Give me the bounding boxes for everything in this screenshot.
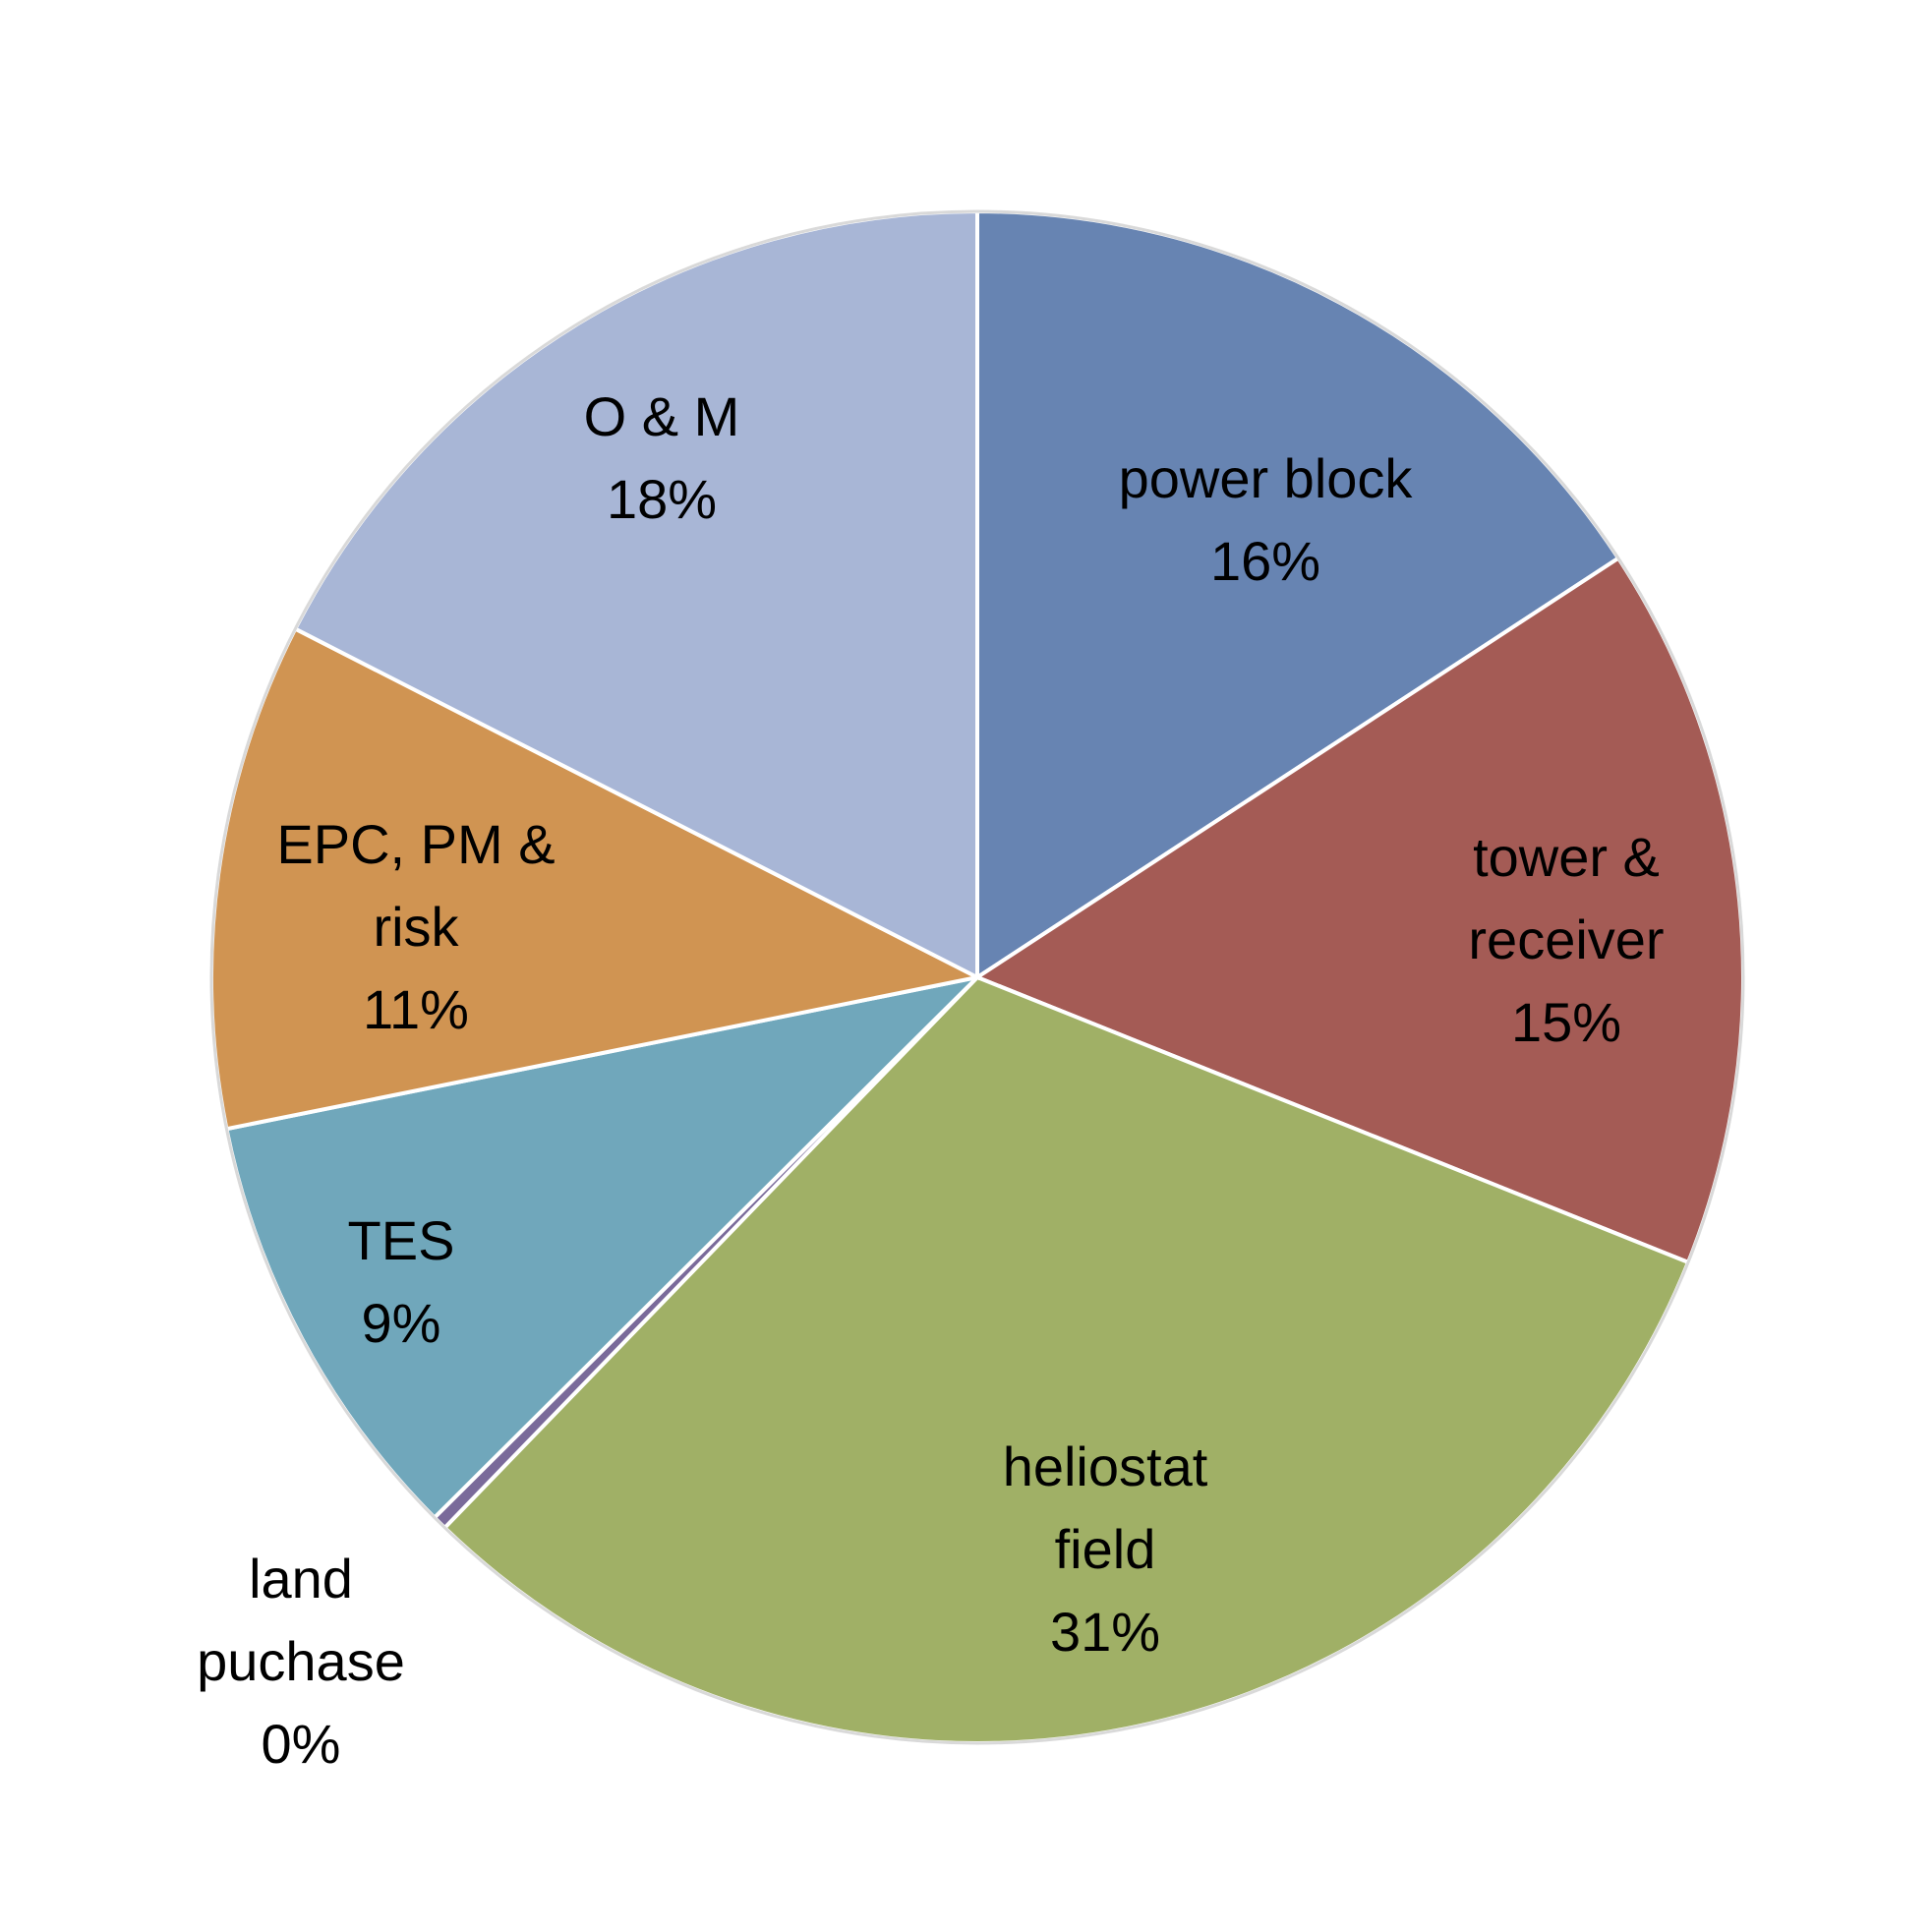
category-name: TES [347,1209,455,1271]
value-label: 11% [363,978,469,1040]
slice-label: EPC, PM & risk 11% [259,803,573,1051]
value-label: 18% [606,468,718,530]
slice-label: O & M 18% [514,376,809,541]
category-name: tower & receiver [1468,826,1665,970]
value-label: 9% [361,1292,441,1354]
slice-label: land puchase 0% [183,1538,419,1786]
slice-label: heliostat field 31% [967,1426,1243,1673]
slice-label: TES 9% [283,1200,519,1365]
category-name: heliostat field [1002,1435,1208,1580]
value-label: 15% [1510,991,1622,1053]
value-label: 31% [1049,1601,1161,1663]
value-label: 0% [261,1713,341,1775]
pie-outline [209,209,1745,1745]
category-name: land puchase [197,1548,405,1692]
slice-label: power block 16% [1059,438,1472,603]
slice-label: tower & receiver 15% [1429,816,1704,1064]
category-name: O & M [583,385,740,447]
category-name: power block [1118,447,1413,509]
category-name: EPC, PM & risk [276,813,556,958]
value-label: 16% [1209,530,1321,592]
